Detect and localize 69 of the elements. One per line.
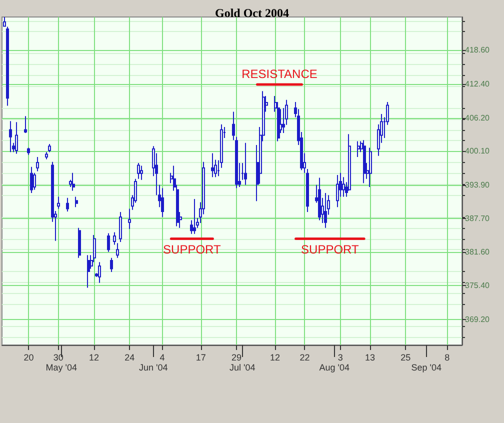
- candlestick: [116, 242, 119, 258]
- x-tick-label: 12: [270, 352, 280, 362]
- candlestick: [113, 232, 116, 246]
- x-tick-label: 20: [24, 352, 34, 362]
- y-tick-label: 387.70: [465, 214, 490, 224]
- candlestick: [27, 147, 30, 156]
- candlestick: [48, 143, 51, 153]
- x-tick-label: 3: [338, 352, 343, 362]
- candlestick: [6, 26, 9, 106]
- x-tick-label: 4: [160, 352, 165, 362]
- y-tick-label: 375.40: [465, 281, 490, 290]
- x-tick-label: 24: [124, 352, 135, 362]
- x-tick-label: 22: [300, 352, 310, 362]
- candlestick: [140, 165, 143, 180]
- candlestick: [110, 257, 113, 272]
- y-tick-label: 400.10: [465, 146, 490, 156]
- x2-tick-label: Jul '04: [230, 362, 256, 372]
- y-tick-label: 412.40: [465, 80, 490, 89]
- x-tick-label: 25: [400, 352, 411, 362]
- x2-tick-label: Jun '04: [138, 362, 168, 372]
- y-tick-label: 393.90: [465, 180, 490, 190]
- candlestick: [9, 120, 12, 153]
- x-tick-label: 30: [53, 352, 64, 362]
- candlestick: [30, 166, 33, 194]
- y-tick-label: 369.20: [465, 314, 490, 324]
- candlestick: [235, 136, 238, 189]
- series-label: SUPPORT: [301, 242, 360, 256]
- series-label: SUPPORT: [163, 242, 222, 256]
- candlestick: [57, 196, 60, 210]
- x-tick-label: 17: [196, 352, 206, 362]
- x-tick-label: 29: [231, 352, 242, 362]
- candlestick: [15, 122, 18, 154]
- candlestick: [72, 172, 75, 192]
- candlestick: [336, 174, 339, 208]
- candlestick: [45, 152, 48, 160]
- candlestick: [193, 198, 196, 234]
- candlestick: [342, 176, 345, 198]
- candlestick: [24, 116, 27, 134]
- y-tick-label: 418.60: [465, 46, 490, 55]
- x-tick-label: 13: [364, 352, 376, 362]
- y-tick-label: 381.60: [465, 247, 490, 256]
- x2-tick-label: May '04: [46, 362, 77, 372]
- candlestick: [87, 254, 90, 288]
- candlestick: [369, 147, 372, 188]
- x-tick-label: 8: [444, 352, 450, 362]
- candlestick: [357, 140, 360, 158]
- candlestick: [161, 188, 164, 218]
- candlestick: [244, 142, 247, 186]
- candlestick: [36, 156, 39, 172]
- candlestick: [66, 197, 69, 212]
- candlestick: [137, 162, 140, 180]
- candlestick: [98, 262, 101, 284]
- series-label: RESISTANCE: [242, 67, 318, 82]
- candlestick: [75, 196, 78, 208]
- candlestick: [363, 140, 366, 184]
- candlestick: [211, 152, 214, 178]
- candlestick: [324, 192, 327, 228]
- candlestick: [306, 168, 309, 213]
- candlestick: [232, 111, 235, 141]
- y-tick-label: 406.20: [465, 113, 490, 122]
- candlestick: [107, 232, 110, 252]
- candlestick: [78, 227, 81, 258]
- x2-tick-label: Sep '04: [411, 362, 442, 372]
- chart-title: Gold Oct 2004: [215, 6, 289, 20]
- candlestick: [119, 212, 122, 243]
- x-tick-label: 12: [88, 352, 100, 362]
- candlestick: [128, 208, 131, 230]
- x2-tick-label: Aug '04: [319, 362, 350, 372]
- candlestick: [318, 177, 321, 221]
